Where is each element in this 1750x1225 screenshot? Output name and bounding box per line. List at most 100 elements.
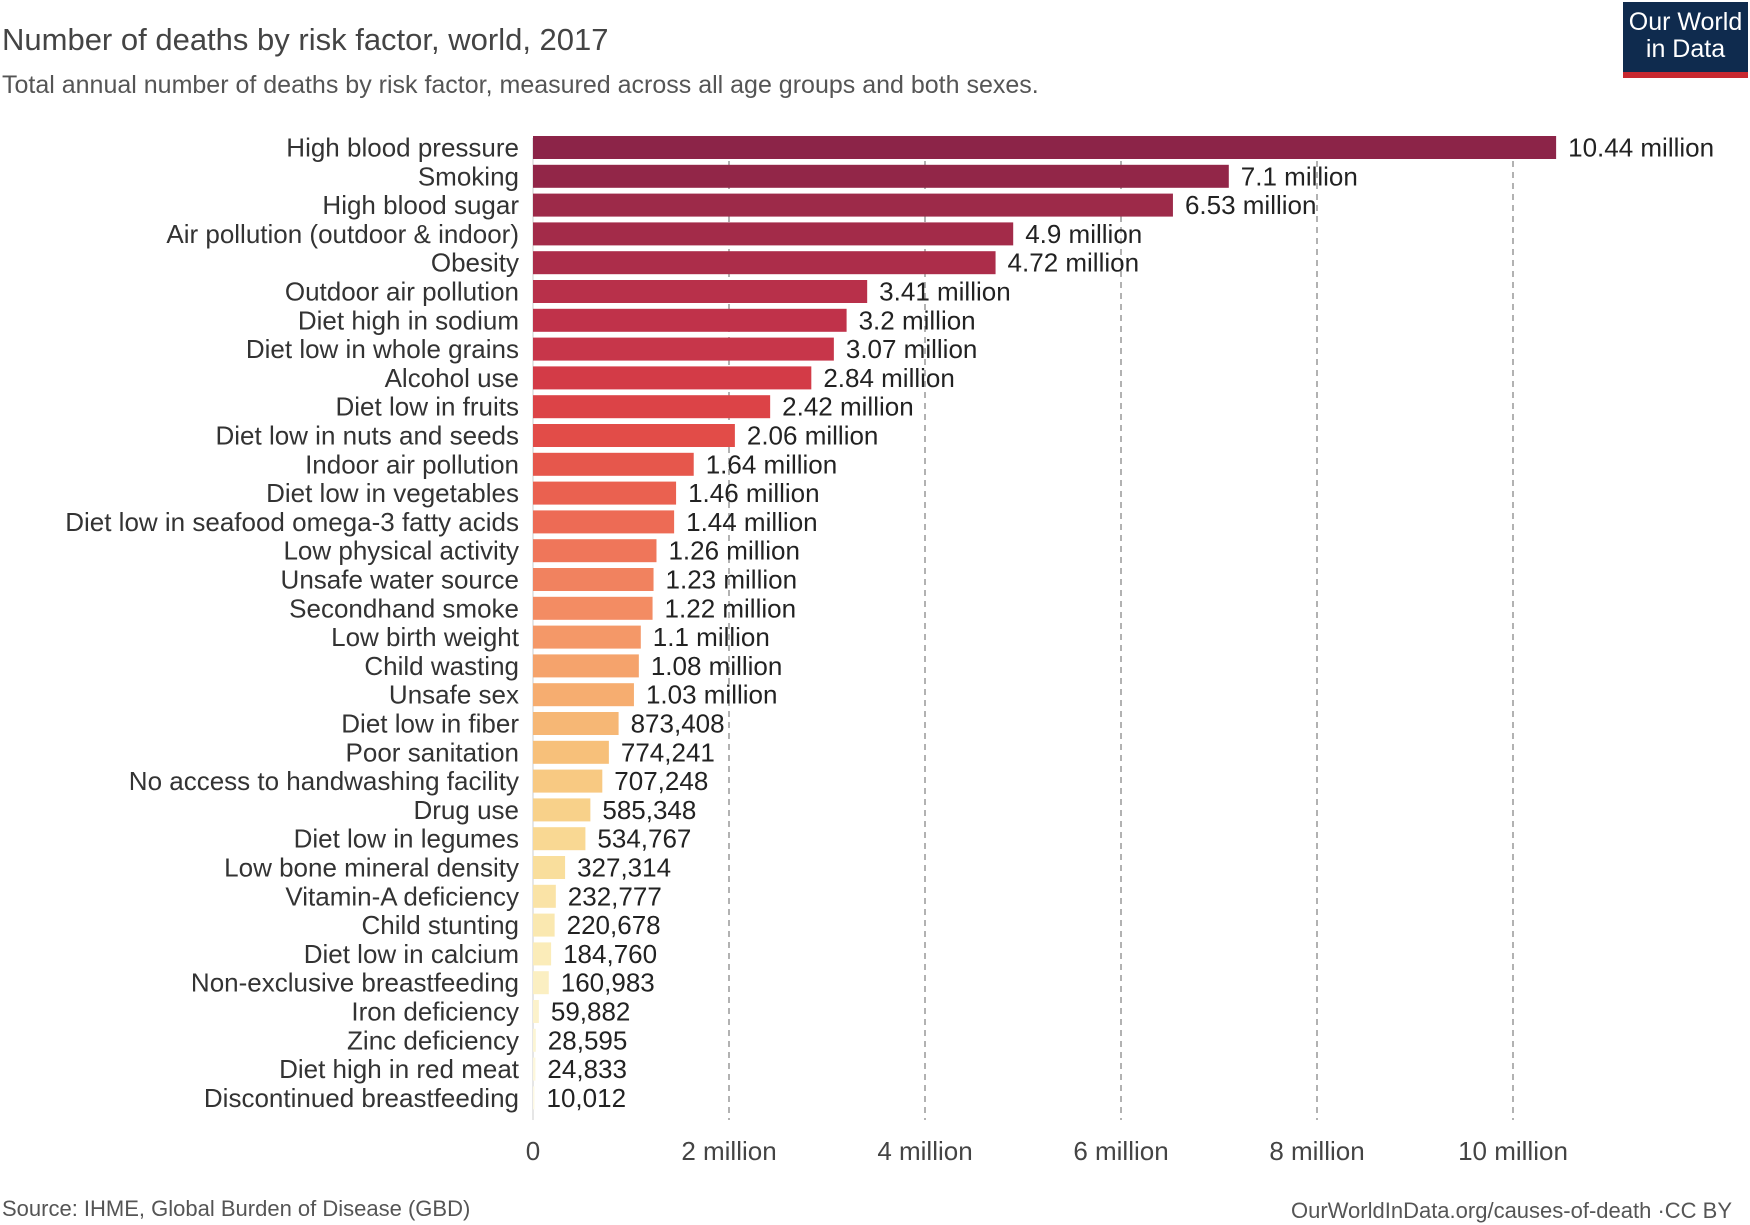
bar[interactable]: [533, 884, 556, 908]
value-label: 1.23 million: [666, 565, 798, 595]
owid-logo[interactable]: Our World in Data: [1623, 2, 1748, 78]
bar[interactable]: [533, 1028, 536, 1052]
value-label: 3.41 million: [879, 277, 1011, 307]
x-tick-label: 0: [526, 1136, 540, 1166]
bar[interactable]: [533, 769, 603, 793]
value-label: 28,595: [548, 1025, 628, 1055]
bar[interactable]: [533, 971, 549, 995]
category-label: Diet low in vegetables: [266, 478, 519, 508]
category-label: No access to handwashing facility: [129, 766, 519, 796]
bar[interactable]: [533, 596, 653, 620]
category-label: High blood sugar: [322, 190, 519, 220]
bar[interactable]: [533, 164, 1229, 188]
bar[interactable]: [533, 625, 641, 649]
bar[interactable]: [533, 712, 619, 735]
bar[interactable]: [533, 366, 812, 390]
category-label: Diet low in calcium: [304, 939, 519, 969]
logo-line-2: in Data: [1645, 35, 1726, 63]
bar[interactable]: [533, 510, 675, 534]
bar[interactable]: [533, 740, 609, 764]
x-axis-ticks: 0 2 million 4 million 6 million 8 million 10 …: [526, 1136, 1568, 1166]
category-label: Air pollution (outdoor & indoor): [166, 219, 519, 249]
bar[interactable]: [533, 193, 1173, 217]
bar[interactable]: [533, 395, 771, 419]
value-label: 2.84 million: [823, 363, 955, 393]
bar[interactable]: [533, 136, 1557, 159]
bar[interactable]: [533, 1057, 536, 1081]
value-label: 24,833: [547, 1054, 627, 1084]
category-label: Diet high in red meat: [279, 1054, 520, 1084]
value-label: 3.07 million: [846, 334, 978, 364]
value-label: 873,408: [631, 709, 725, 739]
value-label: 707,248: [614, 766, 708, 796]
value-label: 3.2 million: [859, 305, 976, 335]
source-link[interactable]: OurWorldInData.org/causes-of-death ·CC B…: [1291, 1198, 1732, 1223]
category-label: Non-exclusive breastfeeding: [191, 968, 519, 998]
value-label: 1.1 million: [653, 622, 770, 652]
category-label: Smoking: [418, 161, 519, 191]
x-tick-label: 10 million: [1458, 1136, 1568, 1166]
x-tick-label: 4 million: [877, 1136, 972, 1166]
bar[interactable]: [533, 481, 677, 505]
bar[interactable]: [533, 683, 634, 707]
chart-title: Number of deaths by risk factor, world, …: [2, 22, 609, 57]
category-label: Diet low in nuts and seeds: [215, 421, 519, 451]
value-label: 2.42 million: [782, 392, 914, 422]
category-label: Secondhand smoke: [289, 593, 519, 623]
bar[interactable]: [533, 280, 868, 303]
category-label: Indoor air pollution: [305, 449, 519, 479]
bar[interactable]: [533, 424, 735, 447]
bar[interactable]: [533, 222, 1014, 246]
value-label: 4.72 million: [1008, 248, 1140, 278]
bar[interactable]: [533, 798, 591, 822]
value-label: 585,348: [602, 795, 696, 825]
bar[interactable]: [533, 539, 657, 563]
bar[interactable]: [533, 452, 694, 476]
source-note: Source: IHME, Global Burden of Disease (…: [2, 1196, 471, 1221]
bar[interactable]: [533, 654, 639, 678]
value-label: 2.06 million: [747, 421, 879, 451]
value-label: 534,767: [597, 824, 691, 854]
bar[interactable]: [533, 308, 847, 332]
value-label: 232,777: [568, 881, 662, 911]
bar[interactable]: [533, 251, 996, 275]
value-label: 160,983: [561, 968, 655, 998]
category-label: Child stunting: [361, 910, 519, 940]
value-label: 1.08 million: [651, 651, 783, 681]
bar[interactable]: [533, 1000, 539, 1023]
category-label: Zinc deficiency: [347, 1025, 519, 1055]
x-tick-label: 2 million: [681, 1136, 776, 1166]
value-label: 220,678: [567, 910, 661, 940]
value-label: 774,241: [621, 737, 715, 767]
bar[interactable]: [533, 568, 654, 591]
category-label: Outdoor air pollution: [285, 277, 519, 307]
bar[interactable]: [533, 942, 552, 966]
category-label: Unsafe sex: [389, 680, 519, 710]
logo-line-1: Our World: [1628, 8, 1743, 36]
value-label: 1.22 million: [665, 593, 797, 623]
value-label: 1.26 million: [668, 536, 800, 566]
value-label: 59,882: [551, 997, 631, 1027]
value-label: 184,760: [563, 939, 657, 969]
category-label: Child wasting: [364, 651, 519, 681]
category-label: Low birth weight: [331, 622, 520, 652]
value-label: 4.9 million: [1025, 219, 1142, 249]
category-label: Diet low in fruits: [336, 392, 520, 422]
value-label: 7.1 million: [1241, 161, 1358, 191]
bar[interactable]: [533, 1086, 535, 1110]
category-label: Diet low in legumes: [294, 824, 519, 854]
bar[interactable]: [533, 913, 555, 937]
value-label: 1.46 million: [688, 478, 820, 508]
x-tick-label: 6 million: [1073, 1136, 1168, 1166]
category-label: Obesity: [431, 248, 519, 278]
value-label: 10.44 million: [1568, 133, 1714, 163]
category-label: High blood pressure: [286, 133, 519, 163]
bar[interactable]: [533, 856, 566, 879]
value-label: 1.44 million: [686, 507, 818, 537]
category-label: Iron deficiency: [351, 997, 519, 1027]
category-label: Low bone mineral density: [224, 853, 519, 883]
bar[interactable]: [533, 827, 586, 851]
bar[interactable]: [533, 337, 834, 361]
